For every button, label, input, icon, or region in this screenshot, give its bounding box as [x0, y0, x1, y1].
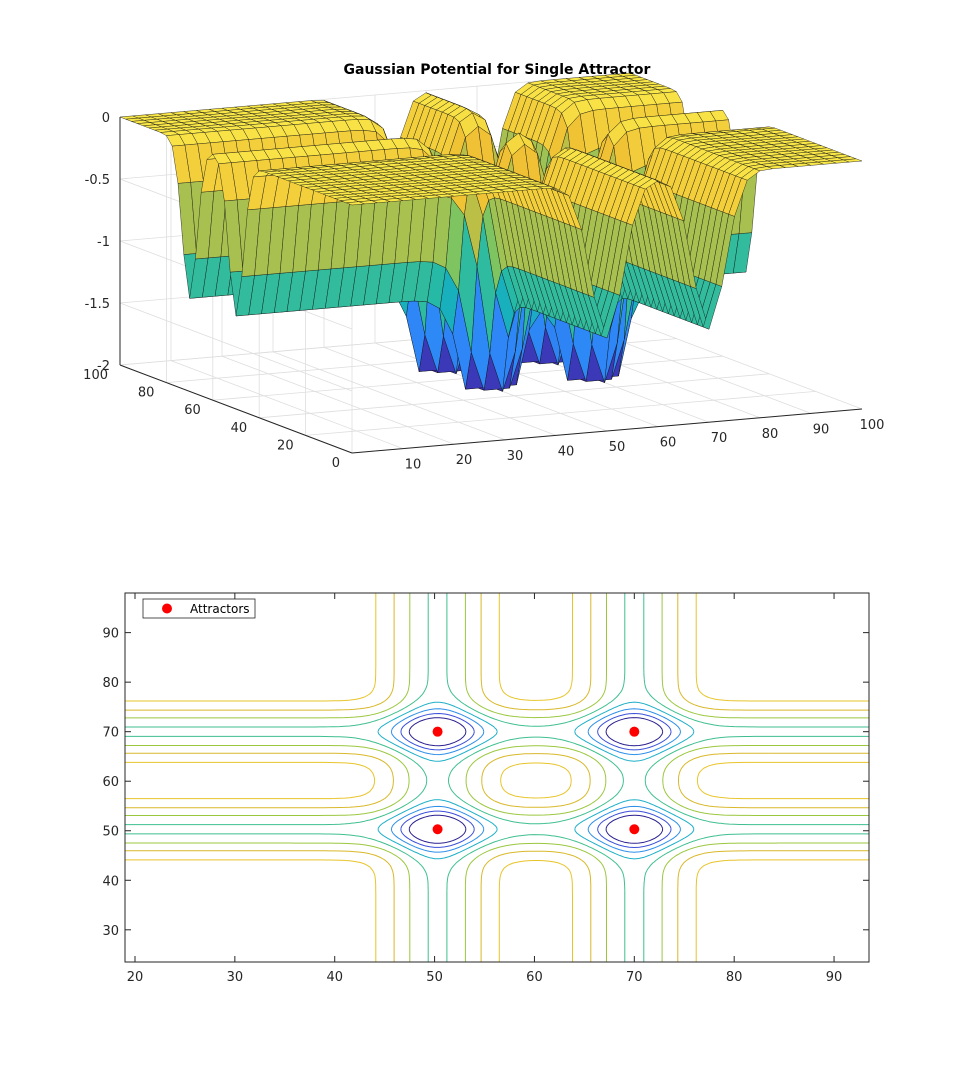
x-tick-label: 70 — [711, 431, 728, 446]
y-tick-label: 20 — [277, 438, 294, 453]
y-tick-label: 0 — [332, 456, 340, 471]
surface-plot: 10 20 30 40 50 60 70 80 90 100 0 20 40 60 80 100 0 -0.5 -1… — [83, 62, 884, 473]
attractor-markers — [432, 726, 640, 835]
attractor-point — [629, 726, 640, 737]
x-tick-label: 60 — [660, 436, 677, 451]
floor-grid-x — [323, 347, 557, 436]
side-wall-grid-z — [119, 302, 353, 392]
contour-level-line — [400, 713, 672, 848]
legend-label: Attractors — [190, 602, 250, 616]
y-tick-label: 90 — [102, 627, 119, 642]
legend-marker — [162, 603, 172, 614]
x-tick-label: 40 — [326, 970, 343, 985]
x-tick-label: 90 — [813, 422, 830, 437]
y-tick-label: 30 — [102, 924, 119, 939]
z-tick-label: -1.5 — [85, 297, 110, 312]
contour-level-line — [125, 593, 869, 962]
contour-ticks: 20 30 40 50 60 70 80 90 30 40 50 60 70 80 90 — [102, 593, 869, 985]
y-tick-label: 60 — [184, 403, 201, 418]
floor-grid-x — [221, 355, 455, 445]
x-tick-label: 100 — [860, 418, 885, 433]
contour-level-line — [390, 708, 681, 853]
y-tick-label: 50 — [102, 825, 119, 840]
x-tick-label: 60 — [526, 970, 543, 985]
z-tick-label: -2 — [97, 359, 110, 374]
surface-patch — [843, 158, 863, 163]
contour-level-line — [408, 717, 664, 844]
z-tick-label: -0.5 — [85, 173, 110, 188]
floor-grid-x — [629, 320, 863, 410]
attractor-point — [432, 824, 443, 835]
legend: Attractors — [142, 598, 256, 619]
contour-level-line — [125, 593, 869, 962]
x-tick-label: 80 — [762, 427, 779, 442]
contour-level-line — [125, 593, 869, 962]
x-tick-label: 30 — [507, 449, 524, 464]
x-tick-label: 20 — [456, 453, 473, 468]
surface-ticks: 10 20 30 40 50 60 70 80 90 100 0 20 40 60 80 100 0 -0.5 -1… — [83, 111, 884, 473]
contour-axes-box — [124, 592, 870, 963]
floor-grid-x — [170, 360, 404, 449]
x-tick-label: 70 — [626, 970, 643, 985]
x-tick-label: 50 — [426, 970, 443, 985]
x-tick-label: 30 — [227, 970, 244, 985]
y-tick-label: 40 — [231, 421, 248, 436]
y-tick-label: 80 — [138, 386, 155, 401]
floor-grid-x — [272, 351, 506, 441]
contour-lines — [125, 593, 869, 962]
x-tick-label: 50 — [609, 440, 626, 455]
surface-title: Gaussian Potential for Single Attractor — [344, 62, 651, 78]
x-tick-label: 80 — [726, 970, 743, 985]
attractor-point — [432, 726, 443, 737]
contour-level-line — [125, 593, 869, 962]
z-tick-label: 0 — [102, 111, 110, 126]
x-tick-label: 10 — [405, 458, 422, 473]
floor-grid-y — [259, 373, 770, 419]
surface-mesh — [119, 72, 863, 392]
contour-plot: 20 30 40 50 60 70 80 90 30 40 50 60 70 80 90 Attractor… — [102, 592, 870, 985]
y-axis-line — [119, 364, 353, 454]
y-tick-label: 60 — [102, 775, 119, 790]
attractor-point — [629, 824, 640, 835]
floor-grid-y — [305, 391, 816, 436]
z-tick-label: -1 — [97, 235, 110, 250]
y-tick-label: 80 — [102, 676, 119, 691]
y-tick-label: 100 — [83, 368, 108, 383]
contour-plot-area — [125, 593, 869, 962]
x-tick-label: 40 — [558, 444, 575, 459]
y-tick-label: 70 — [102, 726, 119, 741]
x-tick-label: 20 — [127, 970, 144, 985]
x-tick-label: 90 — [826, 970, 843, 985]
legend-box — [142, 598, 256, 619]
contour-level-line — [377, 701, 695, 860]
x-axis-line — [351, 408, 863, 454]
y-tick-label: 40 — [102, 874, 119, 889]
